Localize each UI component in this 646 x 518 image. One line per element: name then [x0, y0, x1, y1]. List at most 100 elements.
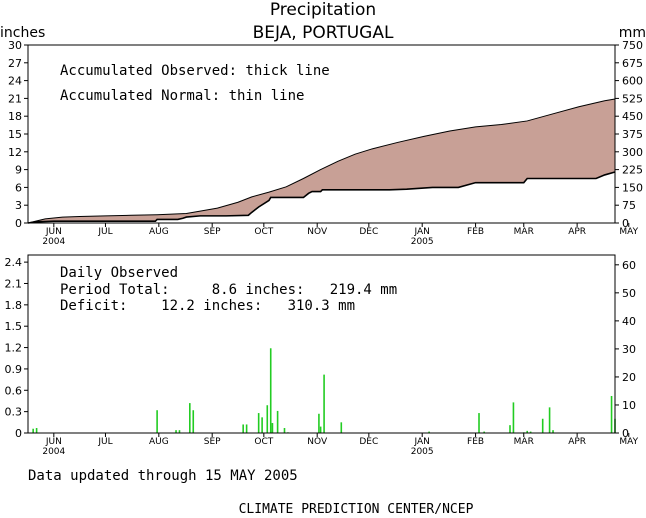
top-right-axis-label: 600 — [622, 75, 643, 88]
bottom-left-axis-label: 0.3 — [5, 406, 23, 419]
daily-bar — [261, 417, 263, 433]
daily-bar — [192, 410, 195, 433]
period-total-text: Period Total: 8.6 inches: 219.4 mm — [60, 282, 397, 298]
legend-observed: Accumulated Observed: thick line — [60, 63, 330, 79]
bottom-left-axis-label: 2.4 — [5, 256, 23, 269]
top-x-axis-month-label: DEC — [359, 227, 378, 237]
top-x-axis-month-label: OCT — [254, 227, 273, 237]
bottom-right-axis-label: 40 — [622, 315, 636, 328]
bottom-left-axis-label: 0.6 — [5, 384, 23, 397]
bottom-x-axis-month-label: DEC — [359, 437, 378, 447]
bottom-plot-frame — [27, 254, 616, 434]
top-left-axis-label: 15 — [8, 128, 22, 141]
daily-bar — [526, 430, 529, 433]
bottom-x-axis-month-label: OCT — [254, 437, 273, 447]
top-x-axis-month-label: AUG — [149, 227, 169, 237]
daily-bar — [156, 410, 158, 433]
daily-bar — [318, 413, 320, 433]
daily-bar — [509, 425, 511, 433]
bottom-right-axis-label: 30 — [622, 343, 636, 356]
daily-bar — [35, 428, 38, 433]
bottom-left-axis-label: 1.8 — [5, 299, 23, 312]
bottom-right-axis-label: 50 — [622, 287, 636, 300]
daily-bar — [512, 402, 515, 433]
accumulated-panel: inches mm 0 3 6 9 12 15 18 21 24 27 30 0 75 150 225 30… — [0, 25, 646, 247]
top-left-axis-label: 24 — [8, 75, 22, 88]
top-right-axis-label: 0 — [622, 217, 629, 230]
daily-bar — [266, 405, 269, 433]
accumulated-observed-line — [27, 171, 616, 224]
daily-bar — [257, 413, 260, 433]
bottom-x-axis-month-label: SEP — [204, 437, 221, 447]
bottom-x-axis-month-label: FEB — [467, 437, 484, 447]
top-left-axis-label: 27 — [8, 57, 22, 70]
top-left-axis-label: 30 — [8, 39, 22, 52]
top-right-axis-ticks: 0 75 150 225 300 375 450 525 600 675 750 — [615, 39, 643, 230]
bottom-x-axis-month-label: MAR — [514, 437, 534, 447]
credit-text: CLIMATE PREDICTION CENTER/NCEP — [239, 502, 474, 517]
bottom-right-axis-ticks: 0 10 20 30 40 50 60 — [615, 259, 636, 440]
top-left-axis-label: 21 — [8, 92, 22, 105]
top-right-axis-label: 300 — [622, 146, 643, 159]
daily-bar — [283, 428, 286, 433]
top-x-axis-year-label: 2005 — [411, 237, 434, 247]
daily-bar — [175, 430, 177, 433]
bottom-right-axis-label: 60 — [622, 259, 636, 272]
left-unit-label: inches — [0, 25, 45, 41]
bottom-x-axis-month-label: APR — [568, 437, 586, 447]
top-right-axis-label: 225 — [622, 164, 643, 177]
legend-daily-observed: Daily Observed — [60, 265, 178, 281]
top-left-axis-label: 9 — [15, 164, 22, 177]
bottom-right-axis-label: 20 — [622, 371, 636, 384]
top-right-axis-label: 525 — [622, 92, 643, 105]
daily-panel: 00.30.60.91.21.51.82.12.4 0102030405060 … — [5, 254, 639, 457]
top-x-axis-month-label: APR — [568, 227, 586, 237]
chart-subtitle: BEJA, PORTUGAL — [253, 23, 394, 43]
daily-bar — [478, 413, 480, 433]
daily-bar — [32, 428, 34, 433]
top-right-axis-label: 150 — [622, 181, 643, 194]
top-left-axis-ticks: 0 3 6 9 12 15 18 21 24 27 30 — [8, 39, 28, 230]
daily-bar — [541, 418, 544, 433]
daily-bar — [242, 424, 244, 433]
bottom-x-axis-month-label: NOV — [307, 437, 328, 447]
daily-bar — [428, 431, 430, 433]
top-x-axis-month-label: SEP — [204, 227, 221, 237]
daily-bar — [245, 424, 248, 433]
bottom-left-axis-label: 1.5 — [5, 320, 23, 333]
daily-bar — [271, 423, 274, 433]
top-right-axis-label: 450 — [622, 110, 643, 123]
daily-bars — [32, 348, 616, 433]
chart-title: Precipitation — [270, 0, 376, 20]
bottom-left-axis-label: 0.9 — [5, 363, 23, 376]
daily-bar — [189, 403, 191, 433]
accumulated-normal-line — [27, 98, 616, 224]
top-left-axis-label: 3 — [15, 199, 22, 212]
bottom-x-axis-month-label: JAN — [414, 437, 430, 447]
daily-bar — [340, 422, 343, 433]
bottom-x-axis-year-label: 2004 — [42, 447, 65, 457]
bottom-right-axis-label: 10 — [622, 399, 636, 412]
daily-bar — [548, 407, 551, 433]
daily-bar — [276, 410, 279, 433]
top-x-axis-month-label: MAY — [619, 227, 638, 237]
bottom-x-axis-month-label: JUN — [45, 437, 62, 447]
bottom-x-axis-month-label: JUL — [97, 437, 112, 447]
data-updated-text: Data updated through 15 MAY 2005 — [28, 468, 298, 484]
top-x-axis-month-label: NOV — [307, 227, 328, 237]
bottom-x-axis-year-label: 2005 — [411, 447, 434, 457]
top-right-axis-label: 75 — [622, 199, 636, 212]
bottom-x-axis-month-label: MAY — [619, 437, 638, 447]
top-right-axis-label: 750 — [622, 39, 643, 52]
top-x-axis-month-label: FEB — [467, 227, 484, 237]
bottom-left-axis-label: 1.2 — [5, 342, 23, 355]
deficit-fill-area — [28, 98, 615, 223]
legend-normal: Accumulated Normal: thin line — [60, 88, 304, 104]
bottom-right-axis-label: 0 — [622, 427, 629, 440]
daily-bar — [529, 431, 532, 433]
bottom-left-axis-label: 2.1 — [5, 277, 23, 290]
top-x-axis-month-label: JAN — [414, 227, 430, 237]
top-left-axis-label: 6 — [15, 181, 22, 194]
daily-bar — [483, 431, 485, 433]
